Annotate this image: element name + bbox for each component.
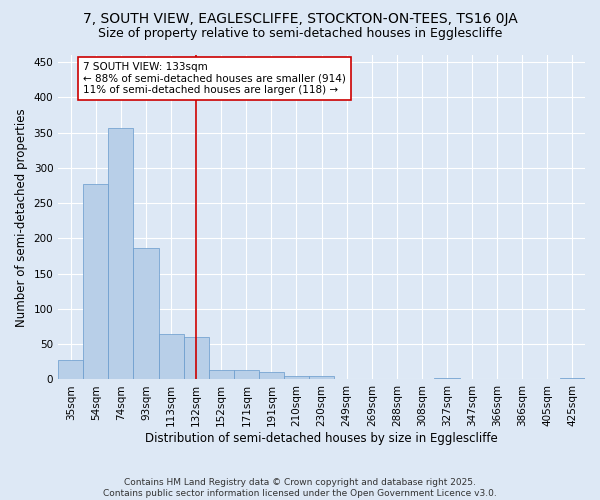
Y-axis label: Number of semi-detached properties: Number of semi-detached properties: [15, 108, 28, 326]
Text: Contains HM Land Registry data © Crown copyright and database right 2025.
Contai: Contains HM Land Registry data © Crown c…: [103, 478, 497, 498]
X-axis label: Distribution of semi-detached houses by size in Egglescliffe: Distribution of semi-detached houses by …: [145, 432, 498, 445]
Bar: [184, 337, 209, 380]
Bar: [109, 128, 133, 380]
Bar: [434, 378, 460, 380]
Bar: [83, 184, 109, 380]
Text: 7 SOUTH VIEW: 133sqm
← 88% of semi-detached houses are smaller (914)
11% of semi: 7 SOUTH VIEW: 133sqm ← 88% of semi-detac…: [83, 62, 346, 96]
Bar: [234, 370, 259, 380]
Bar: [158, 334, 184, 380]
Bar: [133, 248, 158, 380]
Bar: [209, 370, 234, 380]
Bar: [58, 360, 83, 380]
Bar: [259, 372, 284, 380]
Text: Size of property relative to semi-detached houses in Egglescliffe: Size of property relative to semi-detach…: [98, 28, 502, 40]
Text: 7, SOUTH VIEW, EAGLESCLIFFE, STOCKTON-ON-TEES, TS16 0JA: 7, SOUTH VIEW, EAGLESCLIFFE, STOCKTON-ON…: [83, 12, 517, 26]
Bar: [560, 378, 585, 380]
Bar: [309, 376, 334, 380]
Bar: [284, 376, 309, 380]
